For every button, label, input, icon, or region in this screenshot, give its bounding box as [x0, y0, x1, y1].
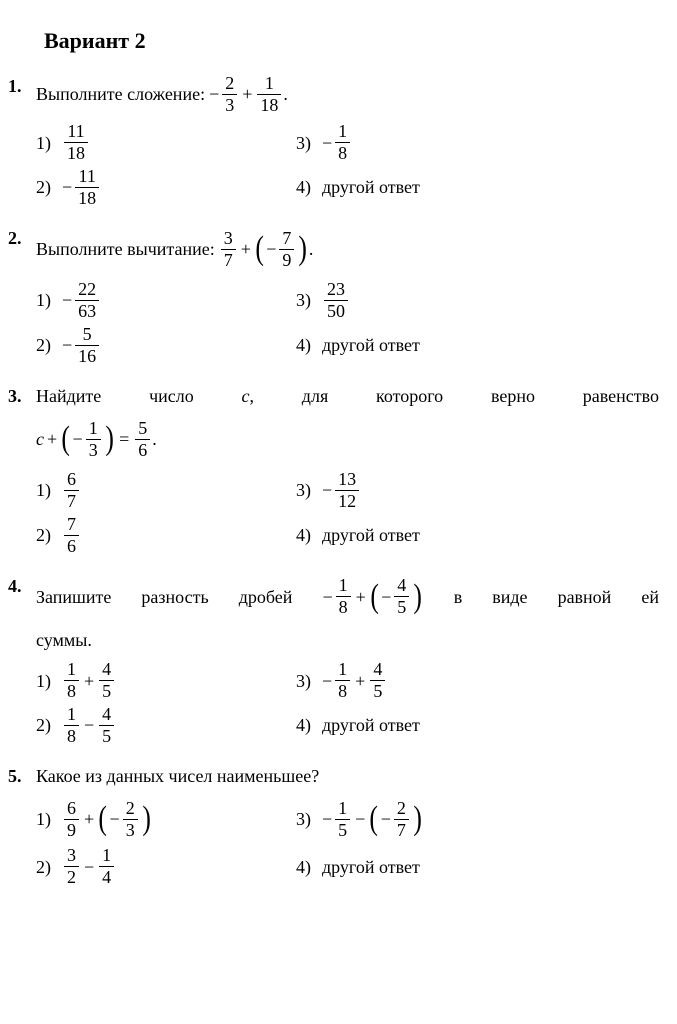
problem-2-statement: Выполните вычитание: 37 + −79 . [36, 226, 659, 272]
option-row: 2) −1118 4) другой ответ [36, 167, 659, 208]
opt-num: 1) [36, 807, 62, 831]
opt-num: 3) [296, 807, 322, 831]
problem-number: 1. [8, 74, 36, 98]
other-answer: другой ответ [322, 713, 420, 737]
opt-num: 2) [36, 333, 62, 357]
opt-num: 3) [296, 669, 322, 693]
other-answer: другой ответ [322, 333, 420, 357]
opt-num: 1) [36, 131, 62, 155]
opt-num: 2) [36, 855, 62, 879]
problem-4: 4. Запишитеразностьдробей − 18 + −45 вви… [8, 574, 659, 750]
opt-num: 1) [36, 669, 62, 693]
expr: − 18 + −45 [322, 574, 423, 620]
opt-num: 1) [36, 478, 62, 502]
opt-num: 1) [36, 288, 62, 312]
period: . [283, 82, 288, 106]
opt-num: 4) [296, 523, 322, 547]
problem-4-statement: Запишитеразностьдробей − 18 + −45 ввидер… [36, 574, 659, 620]
opt-num: 2) [36, 523, 62, 547]
opt-num: 3) [296, 288, 322, 312]
problem-1: 1. Выполните сложение: − 23 + 118 . 1) 1… [8, 74, 659, 212]
problem-number: 5. [8, 764, 36, 788]
other-answer: другой ответ [322, 523, 420, 547]
problem-number: 2. [8, 226, 36, 250]
expr: 37 + −79 . [219, 226, 314, 272]
stmt-text: Выполните вычитание: [36, 237, 215, 261]
problem-5-statement: Какое из данных чисел наименьшее? [36, 764, 659, 788]
other-answer: другой ответ [322, 855, 420, 879]
stmt-text: Выполните сложение: [36, 82, 205, 106]
problem-1-statement: Выполните сложение: − 23 + 118 . [36, 74, 659, 115]
expr: − 23 + 118 . [209, 74, 288, 115]
problem-2: 2. Выполните вычитание: 37 + −79 . 1) −2… [8, 226, 659, 370]
opt-num: 2) [36, 713, 62, 737]
opt-num: 3) [296, 131, 322, 155]
expr: c + −13 = 56 . [36, 416, 157, 462]
problem-3: 3. Найдитечисло c, длякоторого вернораве… [8, 384, 659, 560]
plus: + [242, 82, 252, 106]
problem-number: 3. [8, 384, 36, 408]
other-answer: другой ответ [322, 175, 420, 199]
opt-num: 4) [296, 333, 322, 357]
minus: − [209, 82, 219, 106]
page-title: Вариант 2 [44, 26, 659, 56]
opt-num: 4) [296, 175, 322, 199]
problem-5: 5. Какое из данных чисел наименьшее? 1) … [8, 764, 659, 891]
opt-num: 2) [36, 175, 62, 199]
opt-num: 4) [296, 713, 322, 737]
problem-3-statement: Найдитечисло c, длякоторого верноравенст… [36, 384, 659, 408]
opt-num: 4) [296, 855, 322, 879]
opt-num: 3) [296, 478, 322, 502]
option-row: 1) 1118 3) −18 [36, 122, 659, 163]
problem-number: 4. [8, 574, 36, 598]
